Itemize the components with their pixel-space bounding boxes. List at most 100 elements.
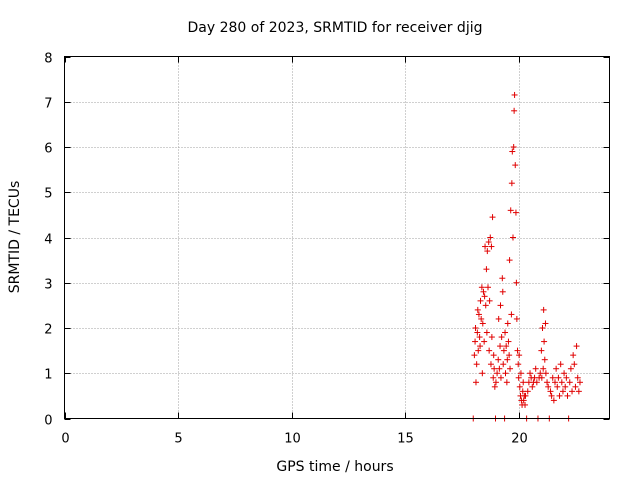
data-point [547,388,554,395]
data-point [476,334,483,341]
data-point [506,257,513,264]
data-point [481,293,488,300]
data-point [524,388,531,395]
data-point [477,297,484,304]
data-point [482,302,489,309]
data-point [495,315,502,322]
data-point [576,379,583,386]
data-point [471,352,478,359]
data-points [470,91,583,422]
data-point [545,383,552,390]
data-point [473,361,480,368]
data-point [570,352,577,359]
data-point [485,239,492,246]
y-tick-label: 3 [44,278,52,293]
data-point [574,374,581,381]
data-point [505,338,512,345]
data-point [474,329,481,336]
y-tick-label: 8 [44,52,52,67]
data-point [527,370,534,377]
data-point [491,365,498,372]
data-point [478,284,485,291]
data-point [497,302,504,309]
data-point [486,297,493,304]
data-point [491,383,498,390]
data-point [487,234,494,241]
data-point [504,320,511,327]
data-point [488,243,495,250]
y-tick-label: 0 [44,414,52,429]
y-tick-label: 6 [44,142,52,157]
data-point [475,311,482,318]
y-axis-label: SRMTID / TECUs [7,181,23,294]
data-point [490,374,497,381]
plot-frame [64,56,610,419]
data-point [555,374,562,381]
data-point [553,365,560,372]
data-point [537,370,544,377]
data-point [529,383,536,390]
data-point [538,347,545,354]
data-point [520,397,527,404]
data-point [480,288,487,295]
data-point [483,329,490,336]
y-tick-label: 5 [44,187,52,202]
data-point [500,361,507,368]
data-point [472,338,479,345]
data-point [511,107,518,114]
data-point [472,325,479,331]
data-point [557,361,564,368]
data-point [511,91,518,98]
data-point [539,325,546,331]
data-point [515,361,522,368]
data-point [487,361,494,368]
data-point [522,401,529,408]
data-point [500,347,507,354]
data-point [486,347,493,354]
data-point [533,379,540,386]
data-point [562,383,569,390]
data-point [508,311,515,318]
x-tick-label: 15 [397,432,414,447]
data-point [512,209,519,216]
data-point [564,392,571,399]
data-point [484,248,491,255]
data-point [558,379,565,386]
data-point [498,334,505,341]
data-point [481,338,488,345]
y-tick-label: 1 [44,368,52,383]
x-tick-label: 0 [61,432,69,447]
data-point [509,234,516,241]
data-point [549,374,556,381]
data-point [512,162,519,169]
data-point [541,338,548,345]
data-point [516,352,523,359]
data-point [510,144,517,150]
data-point [540,365,547,372]
data-point [509,148,516,155]
data-point [561,370,568,377]
data-point [516,383,523,390]
data-point [575,388,582,395]
data-point [563,374,570,381]
data-point [572,383,579,390]
data-point [514,347,521,354]
data-point [478,315,485,322]
data-point [499,275,506,282]
data-point [499,288,506,295]
data-point [475,347,482,354]
chart-title: Day 280 of 2023, SRMTID for receiver dji… [188,20,483,36]
data-point [571,361,578,368]
data-point [479,320,486,327]
data-point [573,343,580,350]
data-point [566,379,573,386]
data-point [479,370,486,377]
data-point [517,370,524,377]
data-point [508,180,515,187]
data-point [482,243,489,250]
data-point [548,392,555,399]
data-point [559,388,566,395]
data-point [497,343,504,350]
data-point [544,379,551,386]
